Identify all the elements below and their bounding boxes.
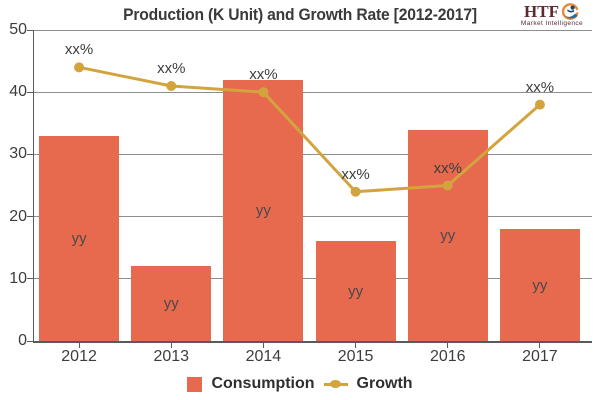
bar-2016: yy bbox=[407, 129, 488, 341]
bar-2013: yy bbox=[131, 266, 212, 341]
growth-line bbox=[78, 65, 541, 194]
growth-point-2017 bbox=[534, 99, 545, 110]
x-axis-label: 2016 bbox=[429, 348, 466, 365]
x-axis-label: 2017 bbox=[522, 348, 558, 365]
y-axis-tick bbox=[27, 216, 33, 218]
legend-growth-marker-dot bbox=[330, 380, 342, 388]
y-axis-label: 0 bbox=[18, 332, 27, 349]
y-axis-tick bbox=[27, 29, 33, 31]
y-axis-label: 50 bbox=[9, 21, 27, 38]
growth-point-label: xx% bbox=[433, 159, 462, 177]
bar-2014: yy bbox=[223, 79, 304, 341]
gridline-y40 bbox=[33, 91, 592, 93]
growth-point-label: xx% bbox=[157, 59, 186, 77]
bar-2012: yy bbox=[39, 135, 120, 341]
legend: Consumption Growth bbox=[0, 375, 600, 393]
legend-consumption-label: Consumption bbox=[211, 375, 315, 392]
legend-consumption-swatch bbox=[187, 376, 203, 392]
logo-tagline: Market Intelligence bbox=[520, 20, 584, 27]
gridline-y20 bbox=[33, 216, 592, 218]
y-axis-tick bbox=[27, 91, 33, 93]
logo-row: HTF bbox=[509, 2, 595, 22]
growth-point-2015 bbox=[350, 186, 361, 197]
bar-2017: yy bbox=[499, 229, 580, 341]
bar-value-label: yy bbox=[348, 282, 364, 300]
growth-point-label: xx% bbox=[249, 66, 278, 84]
x-axis-tick bbox=[355, 342, 357, 348]
gridline-y50 bbox=[33, 29, 592, 31]
y-axis-label: 30 bbox=[9, 145, 27, 163]
chart-title: Production (K Unit) and Growth Rate [201… bbox=[123, 5, 477, 24]
growth-point-label: xx% bbox=[341, 165, 370, 183]
growth-point-2016 bbox=[442, 180, 453, 191]
growth-point-2013 bbox=[166, 80, 177, 91]
growth-point-2012 bbox=[74, 62, 85, 73]
x-axis-label: 2013 bbox=[153, 348, 190, 365]
y-axis-label: 40 bbox=[9, 83, 27, 101]
x-axis-tick bbox=[539, 342, 541, 348]
legend-growth-label: Growth bbox=[356, 375, 413, 392]
growth-point-2014 bbox=[258, 87, 269, 98]
bar-value-label: yy bbox=[71, 229, 87, 247]
y-axis-tick bbox=[27, 278, 33, 280]
y-axis-label: 10 bbox=[9, 269, 27, 287]
x-axis-tick bbox=[170, 342, 172, 348]
logo-globe-icon bbox=[560, 2, 580, 22]
bar-value-label: yy bbox=[255, 201, 271, 219]
growth-point-label: xx% bbox=[525, 78, 555, 96]
y-axis-tick bbox=[27, 340, 33, 342]
x-axis-tick bbox=[262, 342, 264, 348]
x-axis-label: 2015 bbox=[337, 348, 374, 365]
growth-point-label: xx% bbox=[64, 41, 94, 59]
legend-growth-marker bbox=[323, 379, 348, 389]
logo-brand-text: HTF bbox=[524, 2, 559, 21]
x-axis-tick bbox=[447, 342, 449, 348]
brand-logo: HTF Market Intelligence bbox=[509, 2, 595, 28]
y-axis-tick bbox=[27, 153, 33, 155]
x-axis-label: 2014 bbox=[245, 348, 282, 365]
bar-2015: yy bbox=[315, 241, 396, 341]
bar-value-label: yy bbox=[532, 276, 548, 294]
gridline-y10 bbox=[33, 278, 592, 280]
y-axis-label: 20 bbox=[9, 207, 27, 225]
x-axis-label: 2012 bbox=[61, 348, 97, 365]
x-axis-tick bbox=[78, 342, 80, 348]
gridline-y30 bbox=[33, 153, 592, 155]
y-axis-line bbox=[33, 30, 34, 341]
bar-value-label: yy bbox=[440, 226, 456, 244]
x-axis-line bbox=[33, 341, 592, 343]
bar-value-label: yy bbox=[163, 295, 179, 313]
